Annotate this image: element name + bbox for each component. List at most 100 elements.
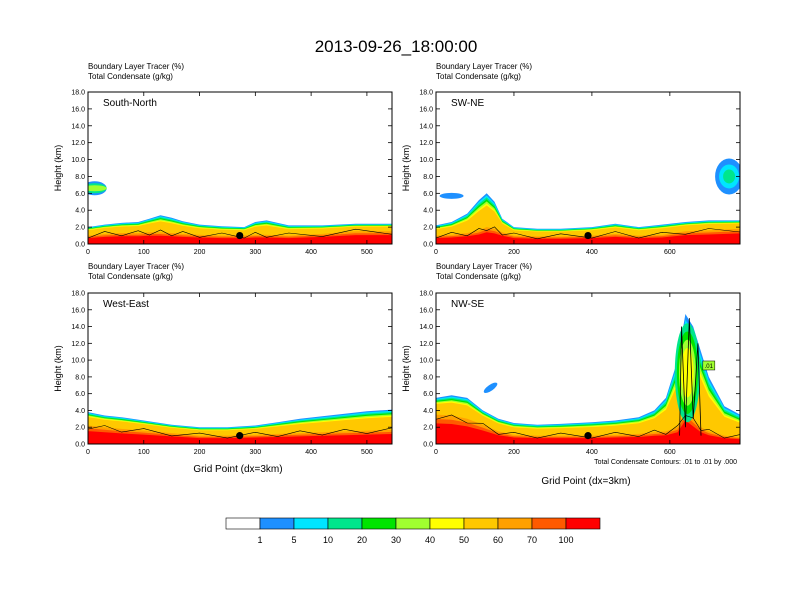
panel-label: SW-NE xyxy=(451,98,484,109)
plot-frame xyxy=(87,292,393,445)
colorbar-swatch xyxy=(395,517,431,530)
y-axis-label: Height (km) xyxy=(401,345,411,392)
plot-frame xyxy=(435,91,741,245)
boundary-layer-band-level-100 xyxy=(436,232,740,244)
panel-header-line1: Boundary Layer Tracer (%) xyxy=(436,62,532,71)
y-axis-label: Height (km) xyxy=(53,345,63,392)
y-tick-label: 16.0 xyxy=(71,106,85,113)
y-tick-label: 8.0 xyxy=(423,174,433,181)
panel-label: NW-SE xyxy=(451,299,484,310)
field-layers xyxy=(436,314,740,444)
panels: Boundary Layer Tracer (%)Total Condensat… xyxy=(53,62,741,456)
y-tick-label: 2.0 xyxy=(423,225,433,232)
colorbar-label: 20 xyxy=(357,535,367,545)
xlabel-left: Grid Point (dx=3km) xyxy=(193,464,282,475)
y-tick-label: 18.0 xyxy=(71,90,85,97)
condensate-contour xyxy=(679,318,702,436)
panel-label: West-East xyxy=(103,299,149,310)
x-tick-label: 400 xyxy=(305,249,317,256)
upper-cloud-blob xyxy=(483,382,498,393)
colorbar-label: 40 xyxy=(425,535,435,545)
x-tick-label: 200 xyxy=(194,249,206,256)
panel-header-line2: Total Condensate (g/kg) xyxy=(88,272,173,281)
x-tick-label: 400 xyxy=(586,449,598,456)
cloud-band-level-50 xyxy=(436,348,740,444)
y-tick-label: 16.0 xyxy=(71,307,85,314)
x-tick-label: 600 xyxy=(664,249,676,256)
condensate-contour xyxy=(436,414,740,439)
x-tick-label: 0 xyxy=(434,249,438,256)
cloud-band-level-50 xyxy=(436,205,740,244)
y-tick-label: 6.0 xyxy=(75,391,85,398)
colorbar-swatch xyxy=(361,517,397,530)
figure-title: 2013-09-26_18:00:00 xyxy=(315,37,478,56)
x-tick-label: 400 xyxy=(305,449,317,456)
y-tick-label: 4.0 xyxy=(423,408,433,415)
y-tick-label: 0.0 xyxy=(423,442,433,449)
y-tick-label: 2.0 xyxy=(75,425,85,432)
colorbar-swatch xyxy=(259,517,295,530)
y-tick-label: 12.0 xyxy=(419,140,433,147)
colorbar-swatch xyxy=(463,517,499,530)
y-tick-label: 6.0 xyxy=(75,191,85,198)
y-tick-label: 14.0 xyxy=(419,324,433,331)
x-tick-label: 0 xyxy=(434,449,438,456)
y-tick-label: 2.0 xyxy=(75,225,85,232)
panel-west-east: Boundary Layer Tracer (%)Total Condensat… xyxy=(53,262,393,456)
plot-frame xyxy=(87,91,393,245)
x-tick-label: 200 xyxy=(508,249,520,256)
x-tick-label: 500 xyxy=(361,449,373,456)
contour-label-box xyxy=(702,360,716,371)
condensate-contour xyxy=(88,228,392,239)
colorbar-swatch xyxy=(429,517,465,530)
field-layers xyxy=(88,409,392,444)
y-tick-label: 14.0 xyxy=(71,123,85,130)
colorbar-swatch xyxy=(327,517,363,530)
colorbar-swatch xyxy=(497,517,533,530)
location-marker xyxy=(236,432,244,440)
y-axis-label: Height (km) xyxy=(53,145,63,192)
upper-cloud-blob xyxy=(88,185,107,192)
field-layers xyxy=(436,158,740,244)
colorbar-label: 70 xyxy=(527,535,537,545)
y-tick-label: 12.0 xyxy=(419,341,433,348)
boundary-layer-band-level-100 xyxy=(88,235,392,244)
x-tick-label: 100 xyxy=(138,449,150,456)
y-tick-label: 14.0 xyxy=(419,123,433,130)
colorbar-label: 60 xyxy=(493,535,503,545)
y-tick-label: 10.0 xyxy=(71,358,85,365)
panel-header-line2: Total Condensate (g/kg) xyxy=(88,72,173,81)
x-tick-label: 400 xyxy=(586,249,598,256)
panel-header-line1: Boundary Layer Tracer (%) xyxy=(436,262,532,271)
colorbar-swatch xyxy=(293,517,329,530)
y-tick-label: 12.0 xyxy=(71,140,85,147)
y-axis-label: Height (km) xyxy=(401,145,411,192)
panel-header-line1: Boundary Layer Tracer (%) xyxy=(88,262,184,271)
y-tick-label: 2.0 xyxy=(423,425,433,432)
x-tick-label: 0 xyxy=(86,249,90,256)
x-tick-label: 500 xyxy=(361,249,373,256)
y-tick-label: 10.0 xyxy=(419,157,433,164)
boundary-layer-band-level-100 xyxy=(88,431,392,444)
y-tick-label: 4.0 xyxy=(423,208,433,215)
upper-cloud-blob xyxy=(439,192,464,199)
colorbar-swatch xyxy=(531,517,567,530)
y-tick-label: 8.0 xyxy=(75,174,85,181)
y-tick-label: 6.0 xyxy=(423,191,433,198)
location-marker xyxy=(236,231,244,240)
panel-label: South-North xyxy=(103,98,157,109)
y-tick-label: 12.0 xyxy=(71,341,85,348)
y-tick-label: 0.0 xyxy=(75,442,85,449)
y-tick-label: 8.0 xyxy=(423,374,433,381)
colorbar-label: 100 xyxy=(558,535,573,545)
colorbar: 1 5 10 20 30 40 50 60 70 100 xyxy=(225,517,601,545)
x-tick-label: 300 xyxy=(249,449,261,456)
xlabel-right: Grid Point (dx=3km) xyxy=(541,476,630,487)
panel-header-line2: Total Condensate (g/kg) xyxy=(436,272,521,281)
contour-label: .01 xyxy=(705,364,714,370)
plot-frame xyxy=(435,292,741,445)
location-marker xyxy=(584,432,592,440)
colorbar-label: 50 xyxy=(459,535,469,545)
x-tick-label: 200 xyxy=(508,449,520,456)
